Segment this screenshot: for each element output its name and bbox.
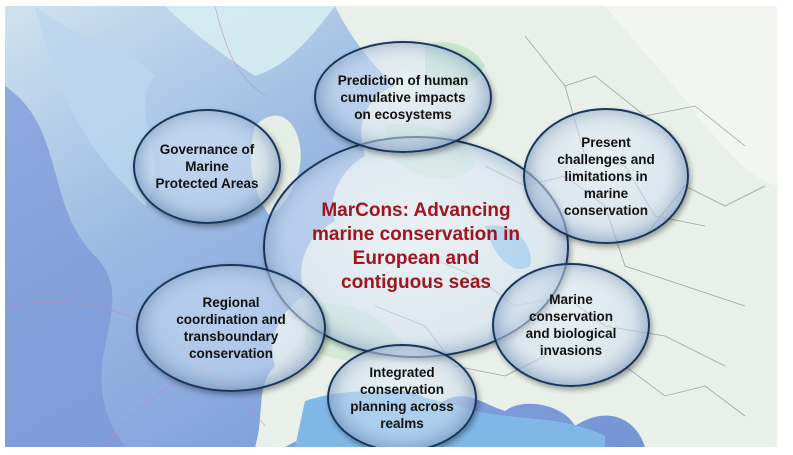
diagram-slide: MarCons: Advancing marine conservation in…: [5, 6, 777, 447]
node-present-challenges: Present challenges and limitations in marin…: [523, 108, 689, 244]
node-present-challenges-label: Present challenges and limitations in marin…: [557, 134, 655, 218]
node-regional-coordination-label: Regional coordination and transboundary con…: [176, 295, 286, 361]
node-prediction-impacts: Prediction of human cumulative impacts on …: [314, 41, 492, 153]
node-integrated-planning: Integrated conservation planning across rea…: [327, 344, 477, 447]
node-governance-mpa-label: Governance of Marine Protected Areas: [155, 142, 259, 191]
node-integrated-planning-label: Integrated conservation planning across rea…: [350, 365, 454, 431]
node-regional-coordination: Regional coordination and transboundary con…: [136, 264, 326, 392]
page-right-margin: [777, 0, 793, 455]
node-governance-mpa: Governance of Marine Protected Areas: [133, 109, 281, 224]
center-topic-title: MarCons: Advancing marine conservation in…: [311, 200, 520, 293]
node-prediction-impacts-label: Prediction of human cumulative impacts on …: [337, 72, 469, 122]
node-biological-invasions-label: Marine conservation and biological invasion…: [525, 292, 617, 358]
node-biological-invasions: Marine conservation and biological invasion…: [492, 263, 650, 387]
